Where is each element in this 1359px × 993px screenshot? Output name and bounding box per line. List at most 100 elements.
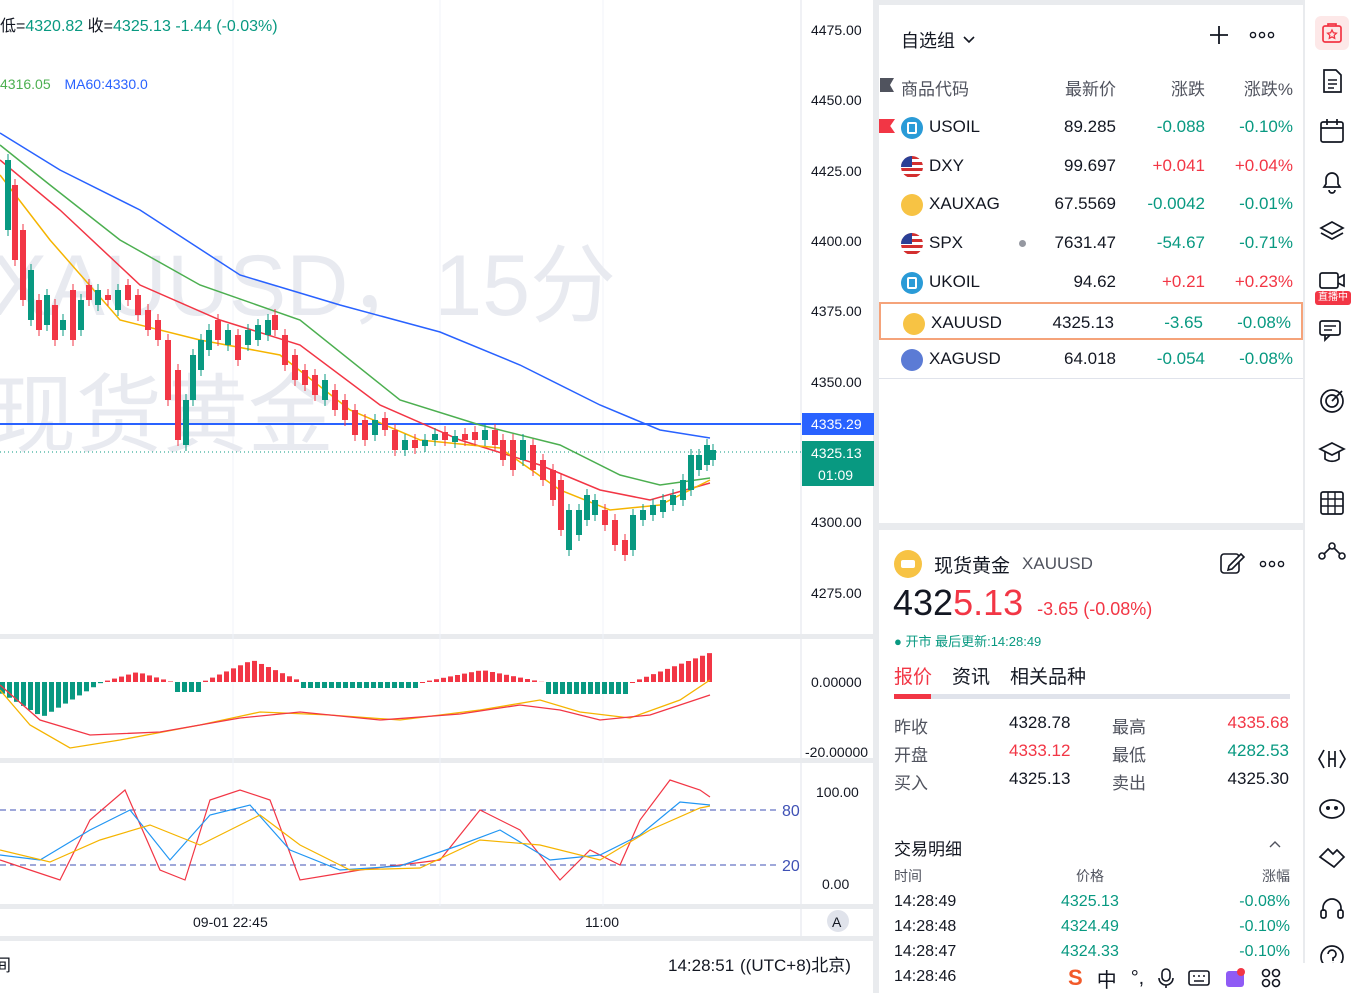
col-change-pct[interactable]: 涨跌% (1243, 80, 1293, 99)
market-closed-dot (1019, 240, 1026, 248)
chart-canvas[interactable]: XAUUSD，15分现货黄金4475.004450.004425.004400.… (0, 0, 877, 993)
more-icon[interactable] (1249, 31, 1275, 39)
chart-panel[interactable]: XAUUSD，15分 现货黄金 4475.00 4450.00 4425.00 4400.… (0, 0, 877, 993)
trade-price: 4325.13 (1061, 893, 1119, 910)
row-price: 67.5569 (1054, 194, 1116, 214)
trade-row: 14:28:46 (894, 968, 1290, 993)
candle-body (660, 500, 666, 512)
row-change: +0.041 (1152, 155, 1205, 175)
microphone-icon[interactable] (1158, 967, 1175, 989)
macd-bar (658, 671, 663, 682)
table-icon[interactable] (1315, 486, 1349, 520)
row-symbol: XAUUSD (931, 312, 1002, 332)
bell-icon[interactable] (1315, 164, 1349, 198)
layers-icon[interactable] (1315, 214, 1349, 248)
watchlist-row-dxy[interactable]: DXY 99.697 +0.041 +0.04% (879, 147, 1303, 185)
candle-body (5, 160, 11, 230)
candle-body (342, 400, 348, 420)
chevron-up-icon[interactable] (1269, 840, 1281, 848)
skin-icon[interactable] (1224, 967, 1246, 989)
trade-row: 14:28:48 4324.49 -0.10% (894, 918, 1290, 943)
macd-bar (595, 682, 600, 694)
candle-body (235, 335, 241, 360)
row-change-pct: +0.23% (1234, 271, 1293, 291)
macd-bar (168, 681, 173, 682)
edit-icon[interactable] (1219, 550, 1245, 576)
us-flag-icon (901, 155, 923, 178)
flag-marker-icon[interactable] (879, 119, 895, 133)
candle-body (696, 455, 702, 470)
candle-body (592, 500, 598, 515)
stat-value: 4335.68 (1227, 713, 1289, 732)
panel-gutter (873, 0, 877, 993)
col-symbol[interactable]: 商品代码 (901, 80, 969, 99)
watchlist-row-xauxag[interactable]: XAUXAG 67.5569 -0.0042 -0.01% (879, 185, 1303, 223)
support-icon[interactable] (1315, 892, 1349, 926)
grid-icon[interactable] (1260, 967, 1282, 989)
candle-body (265, 320, 271, 335)
watchlist-row-spx[interactable]: SPX 7631.47 -54.67 -0.71% (879, 224, 1303, 262)
api-icon[interactable] (1315, 742, 1349, 776)
tab-quote[interactable]: 报价 (894, 667, 933, 688)
watchlist-row-xagusd[interactable]: XAGUSD 64.018 -0.054 -0.08% (879, 340, 1303, 378)
stat-label: 卖出 (1112, 774, 1146, 793)
tab-related[interactable]: 相关品种 (1010, 667, 1087, 688)
row-change: -0.0042 (1147, 194, 1205, 214)
watchlist-row-ukoil[interactable]: UKOIL 94.62 +0.21 +0.23% (879, 263, 1303, 301)
chat-icon[interactable] (1315, 314, 1349, 348)
watchlist-selector[interactable]: 自选组 (901, 27, 975, 53)
calendar-icon[interactable] (1315, 114, 1349, 148)
education-icon[interactable] (1315, 436, 1349, 470)
macd-bar (448, 676, 453, 682)
candle-body (105, 295, 111, 300)
candle-body (155, 320, 161, 340)
macd-bar (91, 682, 96, 688)
macd-bar (49, 682, 54, 712)
candle-body (322, 380, 328, 400)
ohlc-legend: 低=4320.82 收=4325.13 -1.44 (-0.03%) (0, 12, 278, 36)
network-icon[interactable] (1315, 534, 1349, 568)
flag-icon[interactable] (879, 77, 895, 93)
punctuation-icon[interactable]: °, (1130, 966, 1145, 989)
chart-bg (0, 0, 877, 993)
watchlist-row-xauusd[interactable]: XAUUSD 4325.13 -3.65 -0.08% (879, 301, 1303, 340)
macd-bar (434, 679, 439, 682)
candle-body (402, 440, 408, 450)
row-symbol: DXY (929, 155, 964, 175)
macd-bar (273, 670, 278, 682)
col-price[interactable]: 最新价 (1065, 80, 1116, 99)
candle-body (175, 370, 181, 440)
more-icon[interactable] (1259, 560, 1285, 568)
candle-body (500, 440, 506, 460)
tab-news[interactable]: 资讯 (952, 667, 991, 688)
tab-indicator (894, 694, 1290, 699)
watchlist-icon[interactable] (1315, 16, 1349, 50)
watchlist-row-usoil[interactable]: USOIL 89.285 -0.088 -0.10% (879, 108, 1303, 146)
macd-bar (497, 673, 502, 682)
target-icon[interactable] (1315, 384, 1349, 418)
auto-scale-button[interactable] (827, 910, 849, 932)
add-icon[interactable] (1209, 25, 1229, 45)
macd-bar (567, 682, 572, 694)
macd-bar (392, 682, 397, 688)
keyboard-icon[interactable] (1188, 969, 1211, 987)
osc-tick: 100.00 (816, 784, 859, 800)
gold-silver-icon (901, 194, 923, 217)
macd-bar (231, 668, 236, 682)
sogou-icon[interactable]: S (1068, 965, 1083, 990)
footer-left-label: 间 (0, 956, 11, 975)
ime-mode[interactable]: 中 (1096, 969, 1117, 992)
handshake-icon[interactable] (1315, 840, 1349, 874)
candle-body (183, 400, 189, 445)
macd-bar (245, 662, 250, 682)
candle-body (95, 290, 101, 305)
live-video-icon[interactable] (1315, 264, 1349, 298)
auto-scale-icon[interactable]: A (832, 914, 842, 930)
robot-icon[interactable] (1315, 792, 1349, 826)
document-icon[interactable] (1315, 64, 1349, 98)
candle-body (452, 436, 458, 442)
trades-col-pct: 涨幅 (1262, 868, 1290, 884)
stat-value: 4325.30 (1227, 769, 1289, 788)
trades-col-time: 时间 (894, 868, 922, 884)
col-change[interactable]: 涨跌 (1171, 80, 1205, 99)
